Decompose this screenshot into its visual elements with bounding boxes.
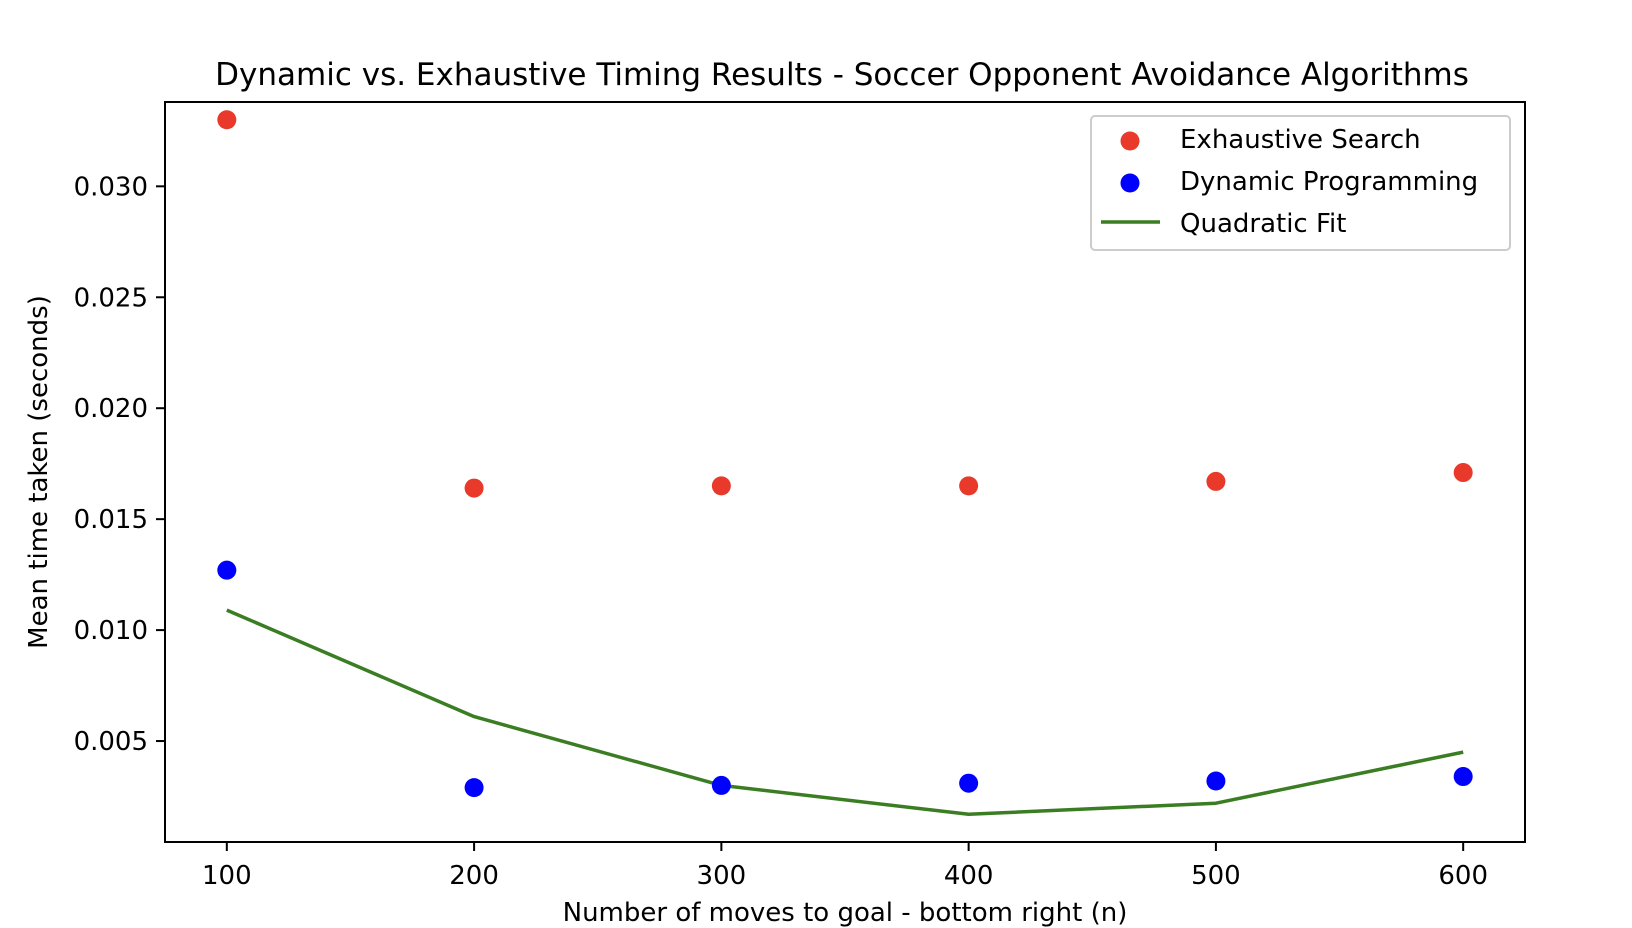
data-point-exhaustive-search — [465, 479, 484, 498]
legend-marker-dynamic — [1121, 174, 1140, 193]
x-tick-label: 100 — [202, 861, 252, 891]
legend-label-exhaustive: Exhaustive Search — [1180, 125, 1421, 155]
data-point-dynamic-programming — [712, 776, 731, 795]
chart-title: Dynamic vs. Exhaustive Timing Results - … — [215, 57, 1469, 93]
data-point-exhaustive-search — [1206, 472, 1225, 491]
y-axis-label: Mean time taken (seconds) — [24, 295, 54, 649]
x-tick-label: 400 — [944, 861, 994, 891]
y-tick-label: 0.030 — [74, 172, 148, 202]
y-tick-label: 0.025 — [74, 283, 148, 313]
x-tick-label: 300 — [697, 861, 747, 891]
data-point-dynamic-programming — [217, 561, 236, 580]
y-tick-label: 0.015 — [74, 505, 148, 535]
x-tick-label: 500 — [1191, 861, 1241, 891]
y-tick-label: 0.005 — [74, 727, 148, 757]
x-axis-label: Number of moves to goal - bottom right (… — [563, 898, 1128, 928]
data-point-exhaustive-search — [959, 476, 978, 495]
legend-marker-exhaustive — [1121, 132, 1140, 151]
data-point-dynamic-programming — [465, 778, 484, 797]
x-tick-label: 200 — [449, 861, 499, 891]
x-tick-label: 600 — [1438, 861, 1488, 891]
legend-label-dynamic: Dynamic Programming — [1180, 167, 1478, 197]
legend-label-fit: Quadratic Fit — [1180, 209, 1346, 239]
data-point-exhaustive-search — [712, 476, 731, 495]
data-point-dynamic-programming — [1454, 767, 1473, 786]
data-point-exhaustive-search — [217, 110, 236, 129]
data-point-exhaustive-search — [1454, 463, 1473, 482]
y-tick-label: 0.010 — [74, 616, 148, 646]
y-tick-label: 0.020 — [74, 394, 148, 424]
legend: Exhaustive Search Dynamic Programming Qu… — [1091, 116, 1510, 250]
data-point-dynamic-programming — [959, 774, 978, 793]
data-point-dynamic-programming — [1206, 771, 1225, 790]
